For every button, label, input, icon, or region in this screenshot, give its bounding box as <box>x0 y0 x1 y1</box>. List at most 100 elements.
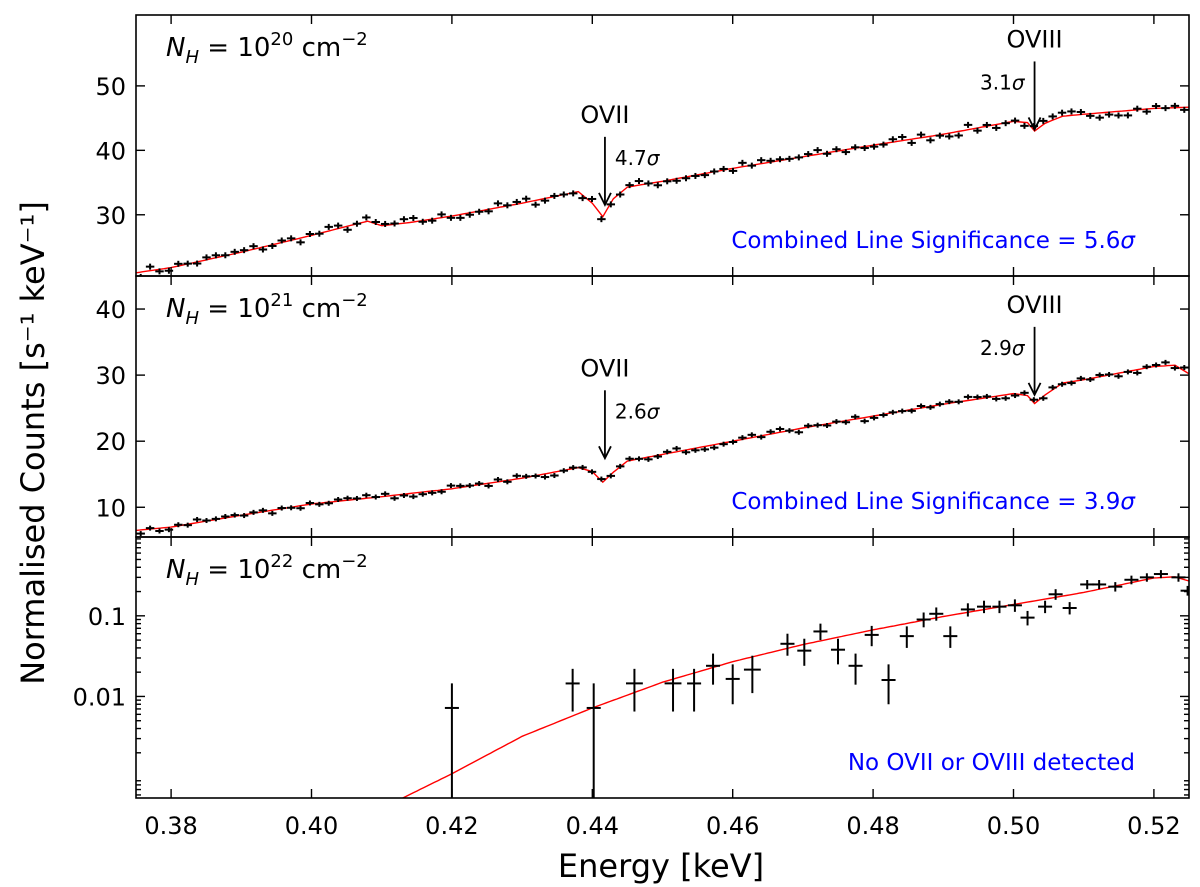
data-point <box>687 668 702 712</box>
annotation-significance: 4.7σ <box>615 146 661 170</box>
x-tick-label: 0.48 <box>846 812 899 840</box>
data-point <box>916 131 926 138</box>
panel-2-nh-label: NH = 1021 cm−2 <box>166 290 368 329</box>
data-point <box>380 220 390 227</box>
data-point <box>841 419 851 425</box>
data-point <box>973 394 982 400</box>
data-point <box>550 473 559 479</box>
data-point <box>672 445 681 451</box>
data-point <box>869 415 879 421</box>
data-point <box>286 235 296 242</box>
data-point <box>512 198 522 205</box>
data-point <box>1095 372 1104 378</box>
data-point <box>681 175 691 182</box>
nh-unit-exponent: −2 <box>341 551 368 572</box>
data-point <box>1010 393 1020 399</box>
data-point <box>437 211 446 218</box>
data-point <box>305 500 315 506</box>
significance-text: Combined Line Significance = 5.6 <box>731 228 1120 254</box>
data-point <box>615 191 625 198</box>
panel-3: 0.01 0.1 NH = 1022 cm−2 No OVII or OVIII de… <box>73 536 1190 799</box>
data-point <box>756 157 766 164</box>
data-point <box>597 476 606 482</box>
data-point <box>766 429 775 435</box>
nh-exponent: 20 <box>270 29 293 50</box>
data-point <box>860 418 869 424</box>
data-point <box>1057 381 1067 387</box>
data-point <box>943 626 958 648</box>
data-point <box>174 522 183 528</box>
data-point <box>136 273 145 276</box>
line-annotation-ovii: OVII 2.6σ <box>580 354 661 461</box>
data-point <box>230 248 239 255</box>
sigma-value: 4.7 <box>615 146 647 170</box>
data-point <box>521 473 531 479</box>
data-point <box>343 226 352 233</box>
data-point <box>625 182 634 189</box>
data-point <box>1029 397 1039 403</box>
x-tick-label: 0.40 <box>285 812 338 840</box>
data-point <box>864 625 879 647</box>
data-point <box>664 668 682 712</box>
data-point <box>1142 364 1151 370</box>
data-point <box>681 449 691 455</box>
data-point <box>315 501 324 507</box>
data-point <box>606 201 616 208</box>
data-point <box>531 473 540 479</box>
data-point <box>390 220 399 227</box>
data-point <box>1123 112 1133 119</box>
y-tick-label: 30 <box>95 202 126 230</box>
data-point <box>700 446 710 452</box>
data-point <box>587 469 597 475</box>
data-point <box>982 393 992 399</box>
data-point <box>926 137 935 144</box>
data-point <box>333 496 343 502</box>
data-point <box>1020 122 1029 129</box>
data-point <box>277 237 286 244</box>
data-point <box>202 254 211 261</box>
data-point <box>1151 103 1161 110</box>
y-tick-label: 50 <box>95 73 126 101</box>
data-point <box>1086 112 1095 119</box>
annotation-significance: 2.6σ <box>615 399 661 423</box>
data-point <box>879 412 888 418</box>
data-point <box>756 434 766 440</box>
data-point <box>277 505 286 511</box>
data-point <box>916 403 926 409</box>
sigma-value: 2.6 <box>615 399 647 423</box>
data-point <box>916 612 931 628</box>
data-point <box>1039 395 1048 401</box>
data-point <box>1001 120 1010 127</box>
data-point <box>192 516 202 522</box>
data-point <box>662 449 672 455</box>
data-point <box>268 242 277 249</box>
y-tick-label: 0.1 <box>88 603 126 631</box>
data-point <box>202 518 211 524</box>
data-point <box>286 505 296 511</box>
data-point <box>268 510 277 516</box>
data-point <box>1048 113 1057 120</box>
data-point <box>625 668 643 712</box>
nh-unit: cm <box>293 555 341 585</box>
data-point <box>230 512 239 518</box>
data-point <box>568 465 578 471</box>
data-point <box>540 474 550 480</box>
data-point <box>1104 111 1114 118</box>
data-point <box>211 252 221 259</box>
data-point <box>427 490 437 496</box>
data-point <box>653 182 663 189</box>
data-point <box>484 208 493 215</box>
data-point <box>565 668 580 712</box>
nh-subscript: H <box>185 47 199 68</box>
significance-text: No OVII or OVIII detected <box>848 750 1135 776</box>
data-point <box>239 247 249 254</box>
data-point <box>935 132 945 139</box>
data-point <box>848 653 863 685</box>
data-point <box>709 445 719 451</box>
data-point <box>888 136 898 143</box>
data-point <box>634 456 644 462</box>
sigma-symbol: σ <box>1012 70 1026 94</box>
data-point <box>881 664 896 705</box>
x-tick-label: 0.42 <box>425 812 478 840</box>
